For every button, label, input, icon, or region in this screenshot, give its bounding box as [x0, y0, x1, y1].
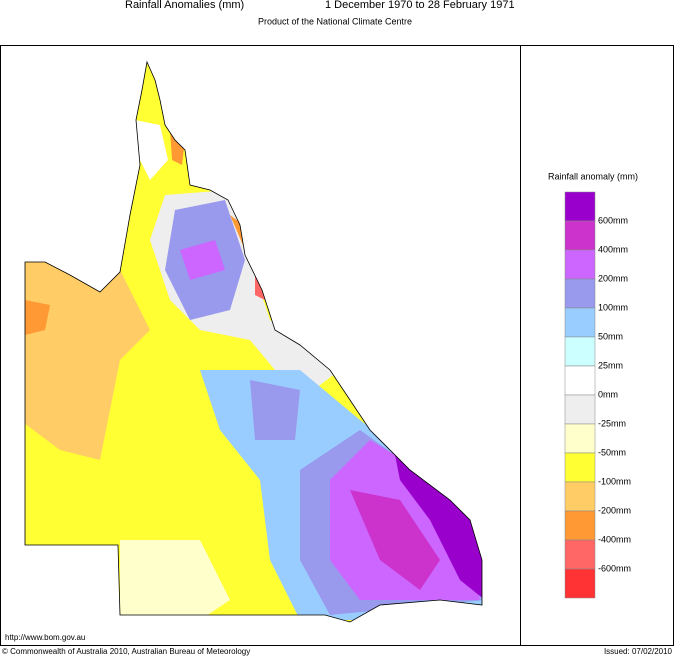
legend-label: 600mm	[598, 215, 628, 225]
subtitle: Product of the National Climate Centre	[258, 16, 412, 26]
legend-title: Rainfall anomaly (mm)	[548, 171, 638, 181]
map	[25, 62, 482, 622]
legend-label: -25mm	[598, 418, 626, 428]
legend-label: -400mm	[598, 534, 631, 544]
issued: Issued: 07/02/2010	[604, 647, 673, 656]
legend-label: 0mm	[598, 389, 618, 399]
legend-swatch	[564, 336, 596, 367]
legend-swatch	[564, 307, 596, 338]
legend-label: 50mm	[598, 331, 623, 341]
copyright: © Commonwealth of Australia 2010, Austra…	[2, 647, 250, 656]
legend-swatch	[564, 394, 596, 425]
period: 1 December 1970 to 28 February 1971	[325, 0, 515, 11]
url: http://www.bom.gov.au	[5, 633, 85, 642]
legend-swatch	[564, 539, 596, 570]
title: Rainfall Anomalies (mm)	[125, 0, 244, 11]
legend-label: -600mm	[598, 563, 631, 573]
legend-swatch	[564, 481, 596, 512]
legend-label: -200mm	[598, 505, 631, 515]
legend: 600mm 400mm 200mm 100mm 50mm 25mm 0mm -25mm -50m…	[564, 191, 631, 599]
legend-swatch	[564, 249, 596, 280]
legend-label: 200mm	[598, 273, 628, 283]
legend-label: -50mm	[598, 447, 626, 457]
legend-swatch	[564, 220, 596, 251]
legend-swatch	[564, 365, 596, 396]
legend-label: 25mm	[598, 360, 623, 370]
state-outline	[24, 60, 483, 623]
legend-label: 100mm	[598, 302, 628, 312]
legend-swatch	[564, 452, 596, 483]
legend-label: -100mm	[598, 476, 631, 486]
legend-swatch	[564, 191, 596, 222]
legend-swatch	[564, 510, 596, 541]
legend-swatch	[564, 278, 596, 309]
legend-swatch	[564, 423, 596, 454]
legend-swatch	[564, 568, 596, 599]
legend-label: 400mm	[598, 244, 628, 254]
